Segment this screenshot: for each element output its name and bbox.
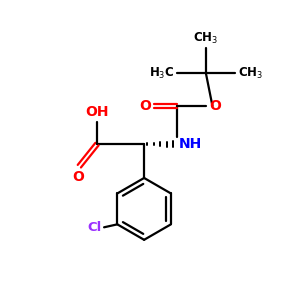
Text: OH: OH — [85, 105, 109, 119]
Text: O: O — [209, 99, 221, 113]
Text: O: O — [72, 170, 84, 184]
Text: CH$_3$: CH$_3$ — [238, 66, 263, 81]
Text: O: O — [139, 99, 151, 113]
Text: CH$_3$: CH$_3$ — [194, 31, 218, 46]
Text: H$_3$C: H$_3$C — [149, 66, 174, 81]
Text: NH: NH — [179, 137, 202, 151]
Text: Cl: Cl — [88, 221, 102, 234]
